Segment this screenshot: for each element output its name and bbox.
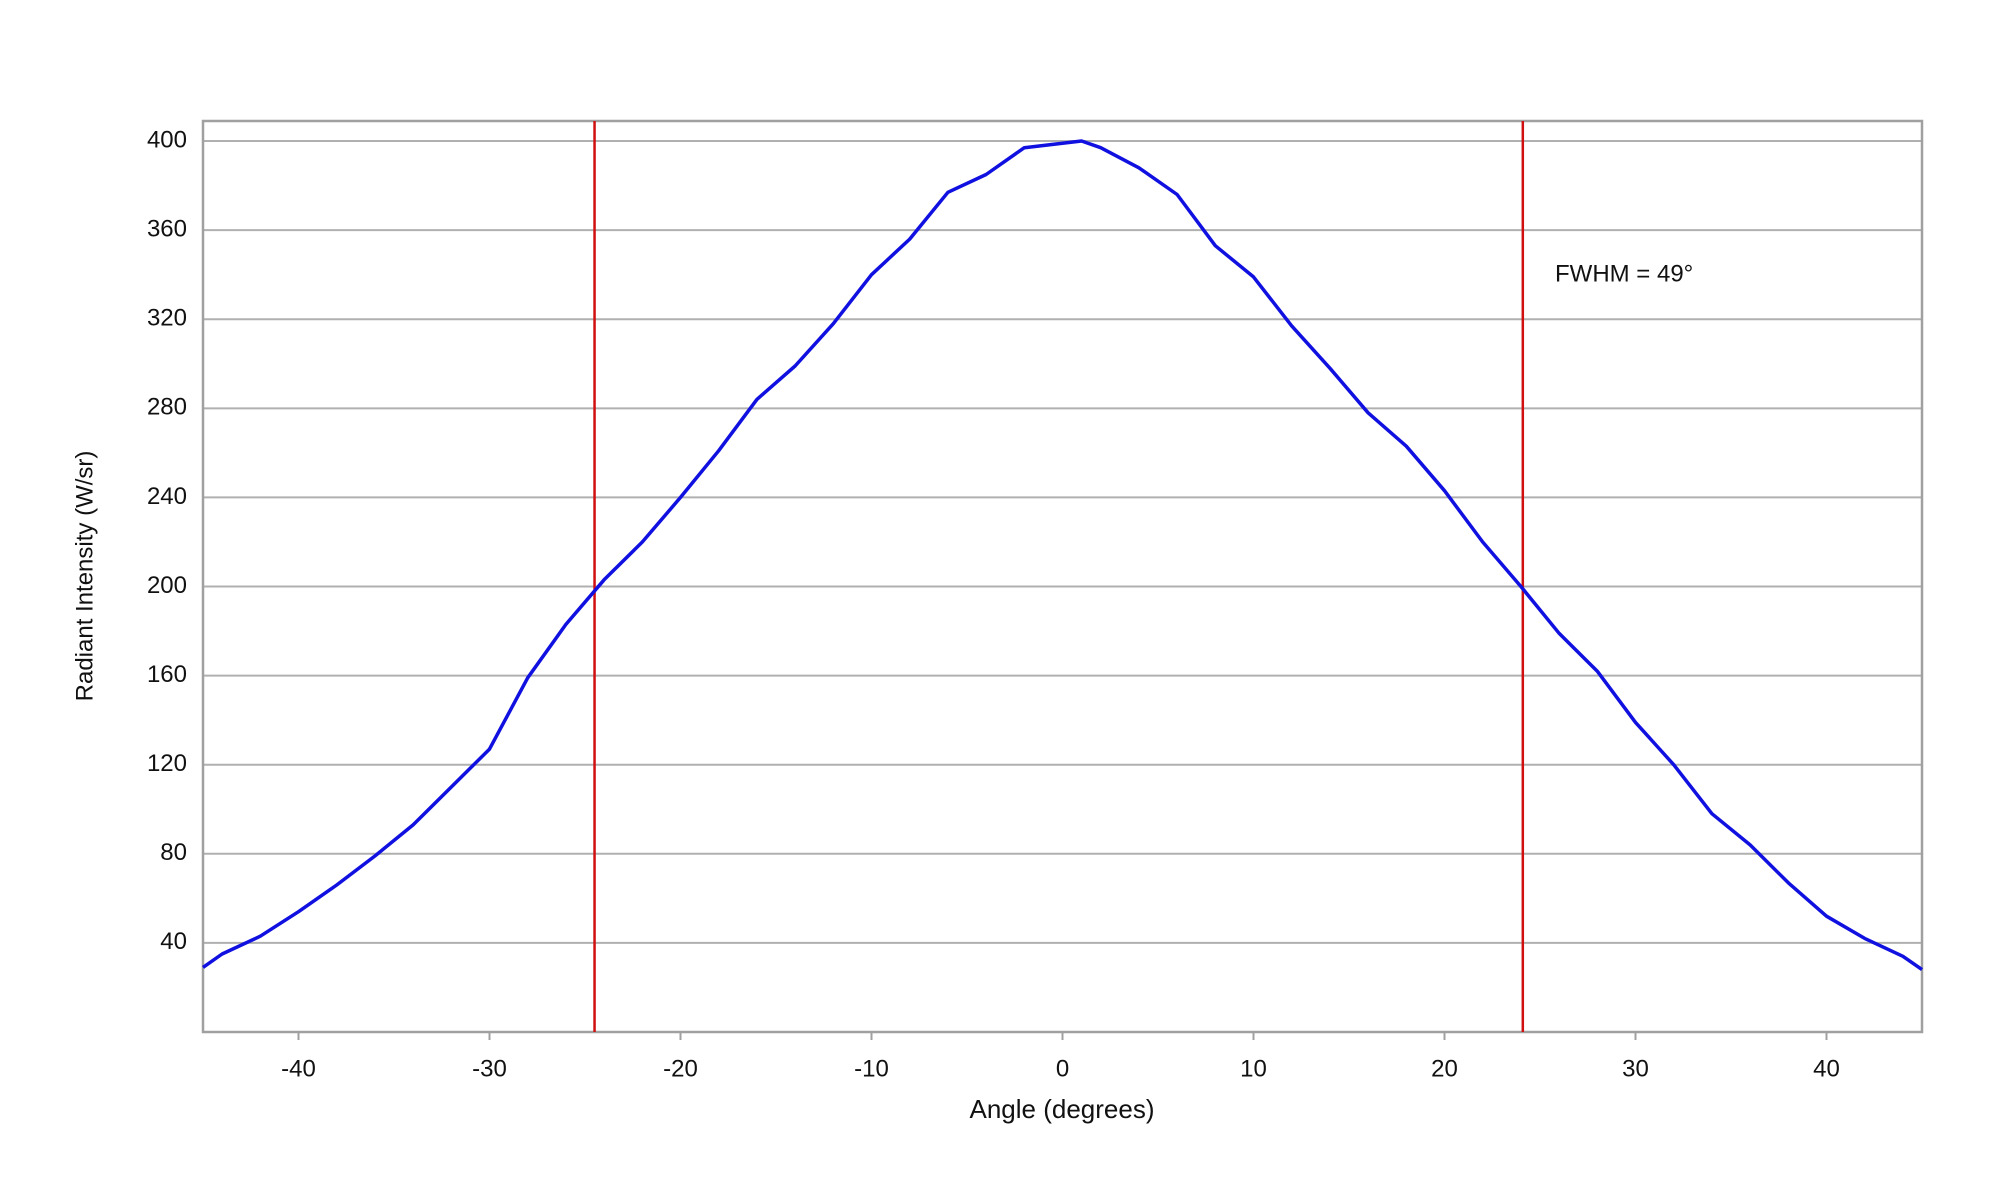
y-tick-label: 240 [147,483,187,510]
y-tick-label: 360 [147,215,187,242]
annotation: FWHM = 49° [1555,260,1693,287]
y-axis-label: Radiant Intensity (W/sr) [71,451,98,702]
y-tick-label: 200 [147,572,187,599]
x-tick-label: 40 [1813,1055,1840,1082]
y-tick-label: 40 [160,928,187,955]
x-tick-label: 20 [1431,1055,1458,1082]
y-tick-label: 120 [147,750,187,777]
plot-frame [201,119,1924,1034]
y-tick-label: 80 [160,839,187,866]
data-line [201,139,1924,972]
x-tick-label: -40 [281,1055,316,1082]
x-tick-label: -30 [472,1055,507,1082]
y-tick-label: 280 [147,394,187,421]
x-tick-label: -20 [663,1055,698,1082]
x-axis-label: Angle (degrees) [970,1094,1155,1124]
y-tick-label: 400 [147,126,187,153]
x-tick-label: 0 [1056,1055,1069,1082]
x-tick-label: 10 [1240,1055,1267,1082]
y-tick-label: 320 [147,305,187,332]
y-tick-label: 160 [147,661,187,688]
x-tick-label: -10 [854,1055,889,1082]
x-tick-label: 30 [1622,1055,1649,1082]
